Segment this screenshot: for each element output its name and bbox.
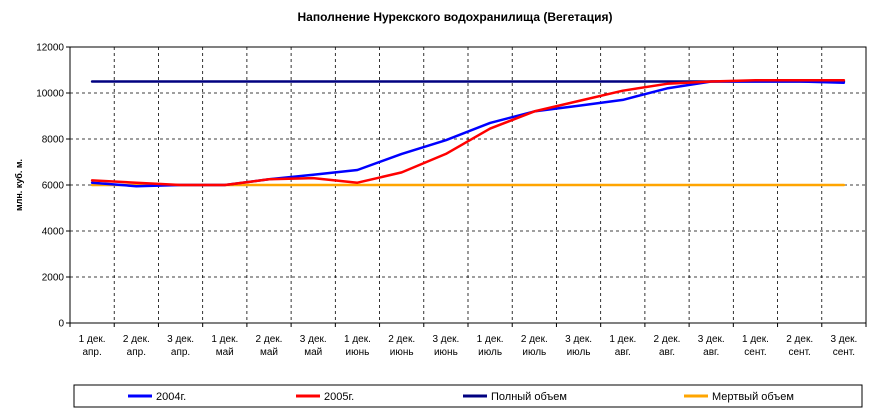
x-tick-label-line1: 3 дек.: [432, 334, 459, 345]
x-tick-label-line2: июль: [567, 347, 591, 358]
x-tick-label: 2 дек. май: [256, 334, 283, 358]
x-tick-label-line2: апр.: [171, 347, 190, 358]
x-tick-label-line2: май: [304, 347, 322, 358]
x-tick-label: 1 дек. май: [211, 334, 238, 358]
x-tick-label-line1: 2 дек.: [388, 334, 415, 345]
x-tick-label-line1: 1 дек.: [211, 334, 238, 345]
x-tick-label-line2: июнь: [346, 347, 370, 358]
y-axis-label: млн. куб. м.: [14, 159, 24, 211]
legend-label: 2004г.: [156, 391, 186, 403]
x-tick-label: 3 дек. июнь: [432, 334, 459, 358]
chart-title: Наполнение Нурекского водохранилища (Вег…: [298, 10, 613, 24]
x-tick-label: 2 дек. апр.: [123, 334, 150, 358]
x-tick-label: 2 дек. июль: [521, 334, 548, 358]
x-tick-label-line1: 2 дек.: [654, 334, 681, 345]
x-tick-label-line1: 2 дек.: [786, 334, 813, 345]
series-line-2: [90, 79, 846, 187]
x-tick-label: 2 дек. июнь: [388, 334, 415, 358]
x-tick-label: 1 дек. июнь: [344, 334, 371, 358]
x-tick-label-line1: 3 дек.: [300, 334, 327, 345]
x-tick-label: 3 дек. авг.: [698, 334, 725, 358]
x-tick-label-line1: 1 дек.: [742, 334, 769, 345]
y-tick-labels: 0 2000 4000 6000 8000 10000 12000: [36, 43, 64, 330]
x-tick-label: 3 дек. апр.: [167, 334, 194, 358]
grid: [66, 46, 867, 327]
x-tick-label-line2: авг.: [659, 347, 675, 358]
x-tick-label-line1: 2 дек.: [521, 334, 548, 345]
legend: 2004г. 2005г. Полный объем Мертвый объем: [73, 384, 863, 408]
x-tick-label-line2: авг.: [615, 347, 631, 358]
x-tick-label: 3 дек. май: [300, 334, 327, 358]
x-tick-label-line1: 2 дек.: [123, 334, 150, 345]
x-tick-label-line2: сент.: [833, 347, 855, 358]
series-lines: [90, 79, 846, 188]
y-tick-label: 12000: [36, 43, 64, 54]
x-tick-label-line1: 1 дек.: [609, 334, 636, 345]
x-tick-label: 3 дек. июль: [565, 334, 592, 358]
x-tick-label-line2: июнь: [434, 347, 458, 358]
x-tick-label-line1: 3 дек.: [698, 334, 725, 345]
y-tick-label: 2000: [42, 273, 65, 284]
x-tick-label-line2: апр.: [82, 347, 101, 358]
x-tick-label-line1: 1 дек.: [477, 334, 504, 345]
x-tick-label: 1 дек. апр.: [79, 334, 106, 358]
y-tick-label: 10000: [36, 89, 64, 100]
x-tick-label-line2: сент.: [788, 347, 810, 358]
x-tick-label: 1 дек. авг.: [609, 334, 636, 358]
x-tick-label: 2 дек. сент.: [786, 334, 813, 358]
y-tick-label: 0: [58, 319, 64, 330]
legend-label: Полный объем: [491, 391, 567, 403]
x-tick-label: 2 дек. авг.: [654, 334, 681, 358]
x-tick-label-line1: 3 дек.: [830, 334, 857, 345]
y-tick-label: 4000: [42, 227, 65, 238]
x-tick-labels: 1 дек. апр.2 дек. апр.3 дек. апр.1 дек. май2…: [79, 334, 858, 358]
x-tick-label-line2: авг.: [703, 347, 719, 358]
y-tick-label: 8000: [42, 135, 65, 146]
x-tick-label-line2: апр.: [127, 347, 146, 358]
y-tick-label: 6000: [42, 181, 65, 192]
legend-label: 2005г.: [324, 391, 354, 403]
x-tick-label-line2: июнь: [390, 347, 414, 358]
x-tick-label-line2: июль: [522, 347, 546, 358]
x-tick-label-line1: 3 дек.: [167, 334, 194, 345]
x-tick-label-line1: 2 дек.: [256, 334, 283, 345]
legend-label: Мертвый объем: [712, 391, 794, 403]
x-tick-label-line1: 1 дек.: [79, 334, 106, 345]
x-tick-label: 1 дек. сент.: [742, 334, 769, 358]
x-tick-label-line1: 1 дек.: [344, 334, 371, 345]
x-tick-label-line2: июль: [478, 347, 502, 358]
x-tick-label: 3 дек. сент.: [830, 334, 857, 358]
x-tick-label-line1: 3 дек.: [565, 334, 592, 345]
x-tick-label-line2: сент.: [744, 347, 766, 358]
x-tick-label-line2: май: [260, 347, 278, 358]
x-tick-label-line2: май: [216, 347, 234, 358]
x-tick-label: 1 дек. июль: [477, 334, 504, 358]
